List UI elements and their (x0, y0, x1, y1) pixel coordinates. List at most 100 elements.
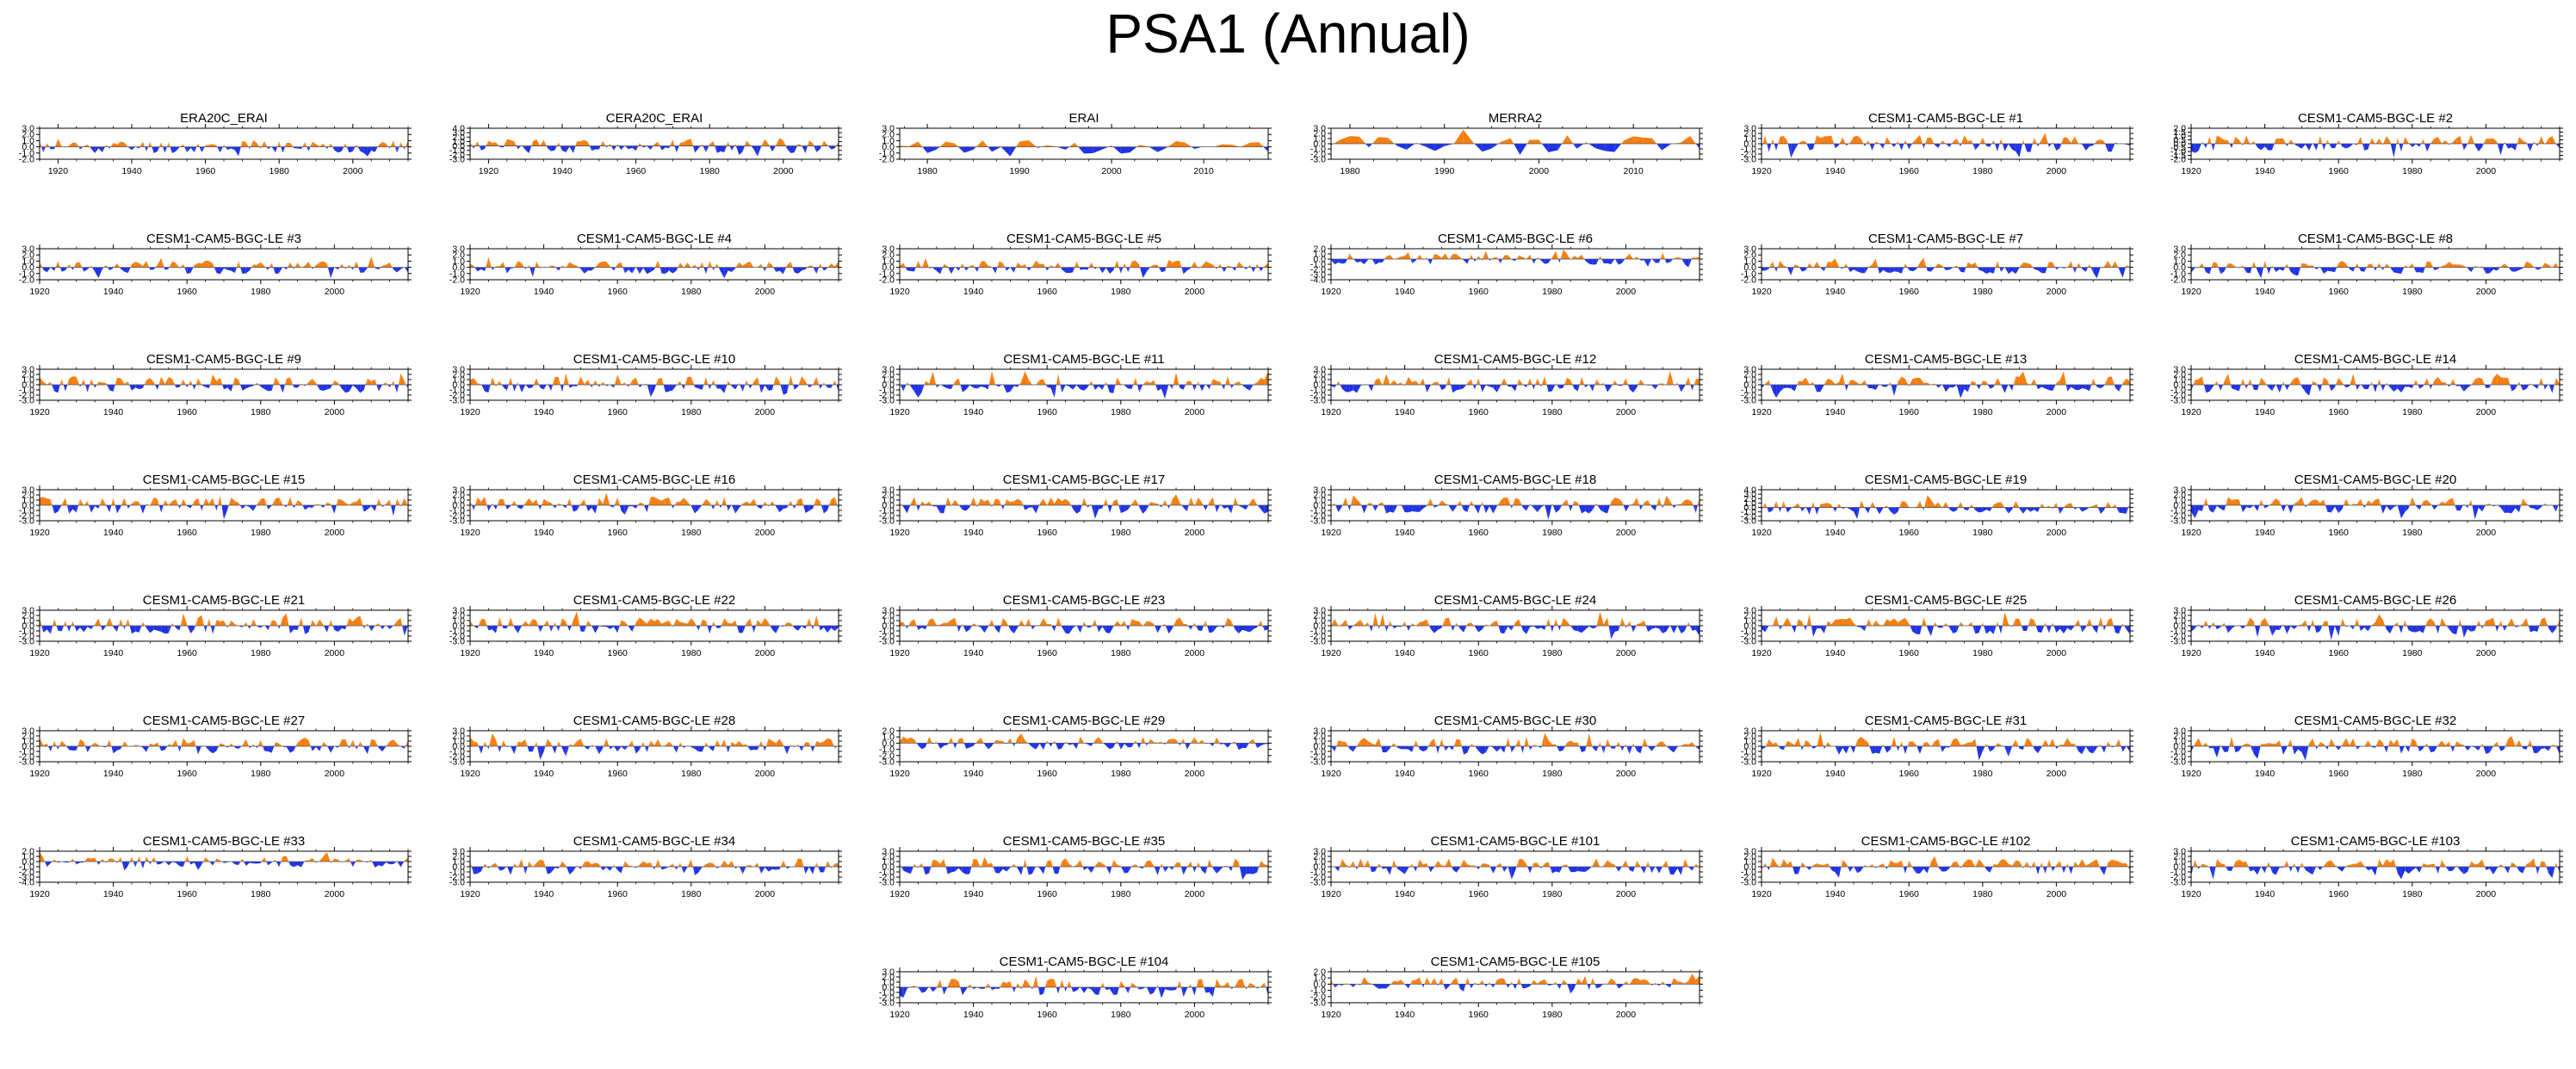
positive-area (2300, 263, 2302, 268)
positive-area (1154, 264, 1158, 268)
positive-area (2397, 137, 2400, 144)
positive-area (655, 260, 659, 268)
positive-area (1828, 262, 1832, 268)
positive-area (2337, 263, 2339, 268)
x-tick-label: 2000 (1529, 166, 1550, 176)
negative-area (2331, 144, 2335, 149)
positive-area (183, 263, 185, 268)
negative-area (164, 267, 169, 270)
positive-area (1663, 495, 1667, 505)
negative-area (1028, 267, 1032, 271)
negative-area (2288, 267, 2291, 272)
negative-area (2279, 385, 2282, 393)
negative-area (1430, 259, 1433, 265)
y-tick-label: 1.0 (452, 256, 465, 267)
positive-area (1991, 139, 1994, 144)
negative-area (1515, 385, 1518, 392)
y-tick-label: 2.0 (882, 250, 895, 261)
negative-area (569, 385, 573, 388)
negative-area (1768, 267, 1770, 269)
negative-area (813, 505, 814, 510)
panel: CESM1-CAM5-BGC-LE #62.01.00.0-1.0-2.0-3.… (1310, 232, 1703, 297)
positive-area (1438, 381, 1440, 385)
positive-area (617, 144, 619, 146)
negative-area (1844, 385, 1847, 392)
positive-area (566, 373, 569, 385)
negative-area (404, 146, 406, 150)
negative-area (1972, 144, 1976, 151)
positive-area (2287, 263, 2289, 268)
positive-area (1930, 499, 1935, 508)
negative-area (740, 385, 743, 392)
positive-area (499, 498, 504, 505)
negative-area (813, 267, 817, 275)
negative-area (268, 146, 272, 150)
x-tick-label: 1980 (681, 407, 702, 417)
positive-area (2456, 264, 2461, 268)
negative-area (503, 385, 507, 391)
negative-area (517, 145, 521, 150)
positive-area (1452, 254, 1457, 259)
negative-area (2409, 144, 2412, 148)
positive-area (2279, 501, 2282, 505)
negative-area (2030, 507, 2034, 512)
negative-area (2012, 267, 2016, 275)
positive-area (250, 139, 254, 147)
positive-area (1405, 376, 1409, 385)
negative-area (2348, 267, 2350, 269)
negative-area (395, 146, 398, 153)
positive-area (1695, 256, 1700, 259)
positive-area (639, 143, 642, 146)
negative-area (1113, 267, 1115, 271)
negative-area (46, 267, 51, 273)
negative-area (1091, 505, 1095, 519)
negative-area (283, 267, 287, 270)
positive-area (354, 261, 357, 268)
negative-area (1681, 259, 1685, 265)
positive-area (2423, 139, 2425, 144)
negative-area (1264, 505, 1268, 514)
positive-area (1227, 376, 1230, 385)
negative-area (129, 385, 132, 391)
positive-area (260, 497, 265, 505)
negative-area (605, 145, 607, 148)
negative-area (2331, 267, 2335, 273)
negative-area (358, 267, 361, 273)
negative-area (639, 267, 644, 275)
positive-area (1401, 256, 1405, 259)
positive-area (551, 265, 555, 268)
positive-area (1446, 377, 1449, 385)
positive-area (180, 263, 183, 268)
negative-area (481, 385, 486, 392)
negative-area (2486, 385, 2490, 389)
positive-area (1390, 255, 1394, 259)
positive-area (2022, 139, 2023, 144)
negative-area (981, 385, 985, 388)
positive-area (584, 499, 586, 505)
x-tick-label: 1980 (1972, 407, 1993, 417)
positive-area (1560, 249, 1564, 259)
negative-area (724, 145, 727, 152)
positive-area (2379, 379, 2381, 385)
negative-area (1927, 267, 1931, 272)
negative-area (286, 267, 288, 270)
positive-area (1842, 373, 1845, 385)
positive-area (953, 381, 956, 385)
positive-area (158, 376, 162, 385)
negative-area (488, 505, 492, 512)
negative-area (1854, 507, 1858, 520)
negative-area (1386, 505, 1390, 514)
negative-area (2424, 144, 2427, 152)
positive-area (2108, 502, 2112, 508)
negative-area (1338, 505, 1342, 513)
positive-area (1424, 257, 1427, 259)
positive-area (1812, 381, 1815, 385)
positive-area (313, 265, 316, 268)
positive-area (1139, 264, 1141, 268)
positive-area (2016, 500, 2019, 508)
negative-area (2250, 505, 2254, 509)
negative-area (1394, 144, 1397, 146)
negative-area (109, 267, 114, 271)
positive-area (1502, 255, 1505, 259)
negative-area (750, 385, 752, 389)
